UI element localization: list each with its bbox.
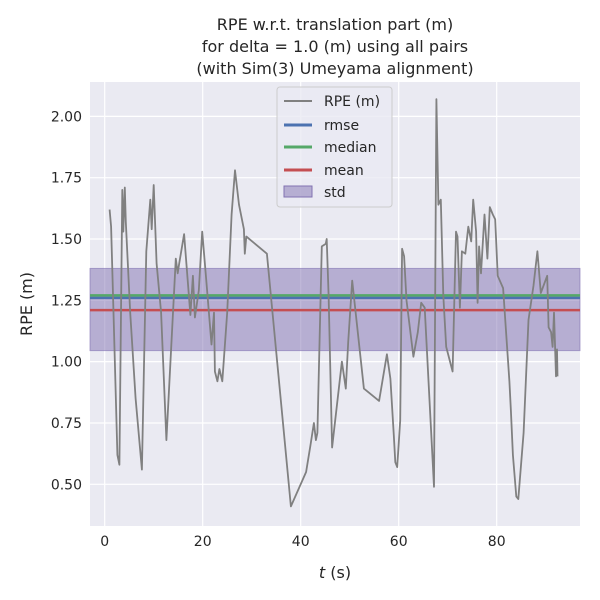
y-tick-label: 0.75	[51, 416, 82, 432]
legend-label-rpe: RPE (m)	[324, 94, 380, 110]
chart-title-line-2: for delta = 1.0 (m) using all pairs	[202, 37, 468, 56]
x-axis-label-unit: (s)	[325, 563, 351, 582]
x-tick-label: 60	[390, 534, 408, 550]
x-axis-label-var: t	[319, 563, 326, 582]
legend-label-rmse: rmse	[324, 118, 359, 134]
legend-box	[276, 86, 393, 208]
chart-title: RPE w.r.t. translation part (m) for delt…	[196, 15, 473, 78]
y-tick-label: 1.50	[51, 232, 82, 248]
x-tick-label: 0	[100, 534, 109, 550]
legend-swatch-std	[283, 185, 313, 198]
x-tick-label: 40	[292, 534, 310, 550]
series-layer	[108, 98, 559, 508]
x-axis-ticks: 0 20 40 60 80	[100, 534, 505, 550]
y-axis-label: RPE (m)	[17, 272, 36, 336]
y-tick-label: 1.00	[51, 355, 82, 371]
chart-title-line-1: RPE w.r.t. translation part (m)	[217, 15, 453, 34]
y-tick-label: 2.00	[51, 109, 82, 125]
chart-title-line-3: (with Sim(3) Umeyama alignment)	[196, 59, 473, 78]
x-tick-label: 80	[488, 534, 506, 550]
y-tick-label: 1.25	[51, 293, 82, 309]
legend-label-mean: mean	[324, 163, 364, 179]
legend-label-median: median	[324, 140, 376, 156]
y-axis-ticks: 0.50 0.75 1.00 1.25 1.50 1.75 2.00	[51, 109, 82, 493]
legend-label-std: std	[324, 185, 346, 201]
x-axis-label: t (s)	[319, 563, 351, 582]
y-tick-label: 1.75	[51, 171, 82, 187]
y-tick-label: 0.50	[51, 477, 82, 493]
x-tick-label: 20	[194, 534, 212, 550]
stat-lines-layer	[90, 294, 580, 312]
rpe-series-line	[108, 98, 559, 508]
legend: RPE (m) rmse median mean std	[276, 86, 393, 208]
